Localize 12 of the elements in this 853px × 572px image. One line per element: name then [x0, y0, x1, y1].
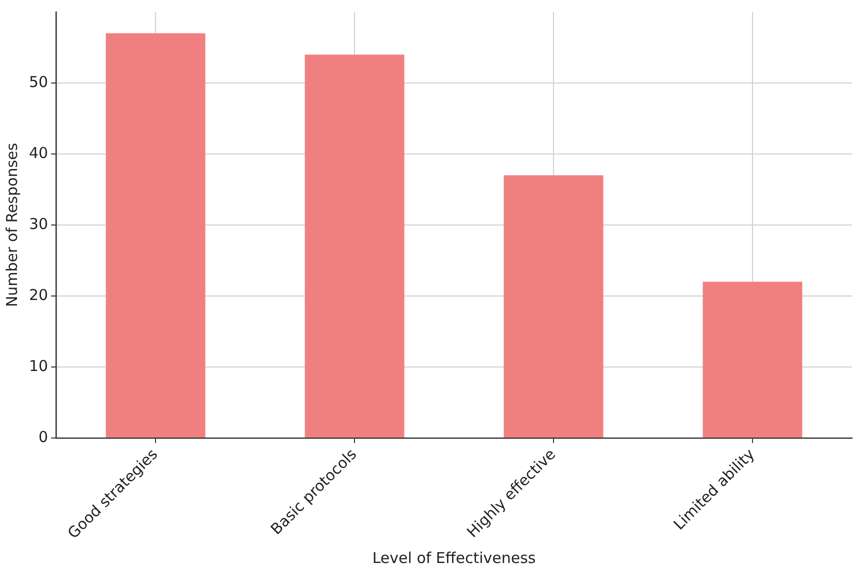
y-tick-label: 50 — [28, 72, 48, 91]
bar — [702, 282, 802, 438]
bar — [504, 175, 604, 438]
x-axis-title: Level of Effectiveness — [372, 548, 536, 567]
y-tick-label: 40 — [28, 144, 48, 162]
bar — [304, 54, 404, 438]
y-tick-label: 10 — [28, 356, 48, 375]
y-tick-label: 30 — [28, 214, 48, 233]
y-tick-label: 0 — [38, 428, 48, 446]
y-axis-title: Number of Responses — [2, 142, 21, 308]
bar — [106, 33, 206, 438]
y-tick-label: 20 — [28, 286, 48, 304]
